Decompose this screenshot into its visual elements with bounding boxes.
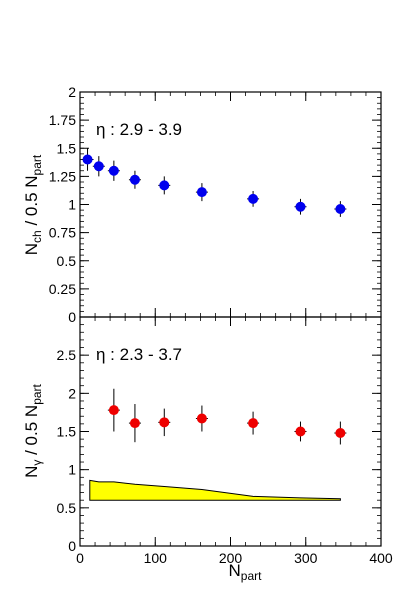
bottom-panel: 00.511.522.50 100 200 300 400 η : 2.3 - 3.7 … <box>22 316 393 583</box>
top-data-point <box>196 187 207 198</box>
top-y-tick-label: 2 <box>68 84 76 100</box>
top-data-point <box>93 161 104 172</box>
top-data-point <box>159 180 170 191</box>
x-tick-label: 300 <box>294 550 318 566</box>
systematic-band <box>89 479 341 501</box>
bottom-y-tick-label: 0 <box>68 538 76 554</box>
top-y-tick-label: 1.75 <box>49 112 76 128</box>
bottom-data-point <box>159 417 170 428</box>
top-eta-annotation: η : 2.9 - 3.9 <box>96 120 182 139</box>
top-y-axis: 0 0.25 0.5 0.75 1 1.25 1.5 1.75 2 <box>49 84 382 325</box>
top-y-tick-label: 0.5 <box>57 253 77 269</box>
bottom-data-point <box>248 418 259 429</box>
bottom-y-axis-title: Nγ / 0.5 Npart <box>22 383 44 477</box>
top-data-marks <box>81 148 347 217</box>
top-y-tick-label: 1 <box>68 197 76 213</box>
bottom-y-tick-label: 0.5 <box>57 500 77 516</box>
top-data-point <box>108 165 119 176</box>
bottom-data-point <box>335 428 346 439</box>
top-y-tick-label: 1.5 <box>57 140 77 156</box>
bottom-eta-annotation: η : 2.3 - 3.7 <box>96 345 182 364</box>
top-data-point <box>129 174 140 185</box>
bottom-y-tick-label: 1.5 <box>57 424 77 440</box>
top-y-tick-label: 1.25 <box>49 168 76 184</box>
top-data-point <box>295 201 306 212</box>
x-axis-title: Npart <box>229 561 263 583</box>
top-data-point <box>335 204 346 214</box>
x-tick-label: 200 <box>219 550 243 566</box>
bottom-y-tick-label: 2.5 <box>57 347 77 363</box>
x-tick-label: 0 <box>76 550 84 566</box>
top-data-point <box>82 154 93 165</box>
bottom-y-tick-label: 2 <box>68 385 76 401</box>
x-tick-label: 100 <box>144 550 168 566</box>
bottom-data-point <box>129 418 140 429</box>
x-tick-label: 400 <box>369 550 393 566</box>
bottom-axes: 0 0.5 1 1.5 2 2.5 0 100 200 300 400 <box>57 316 393 566</box>
top-y-tick-label: 0 <box>68 309 76 325</box>
top-data-point <box>248 193 259 204</box>
top-y-axis-title: Nch / 0.5 Npart <box>22 154 44 255</box>
top-y-tick-label: 0.25 <box>49 281 76 297</box>
top-y-tick-label: 0.75 <box>49 225 76 241</box>
bottom-systematic-band <box>89 479 341 501</box>
bottom-data-point <box>108 405 119 416</box>
bottom-data-point <box>196 413 207 424</box>
bottom-data-marks <box>107 388 347 445</box>
bottom-data-point <box>295 426 306 437</box>
bottom-y-tick-label: 1 <box>68 462 76 478</box>
